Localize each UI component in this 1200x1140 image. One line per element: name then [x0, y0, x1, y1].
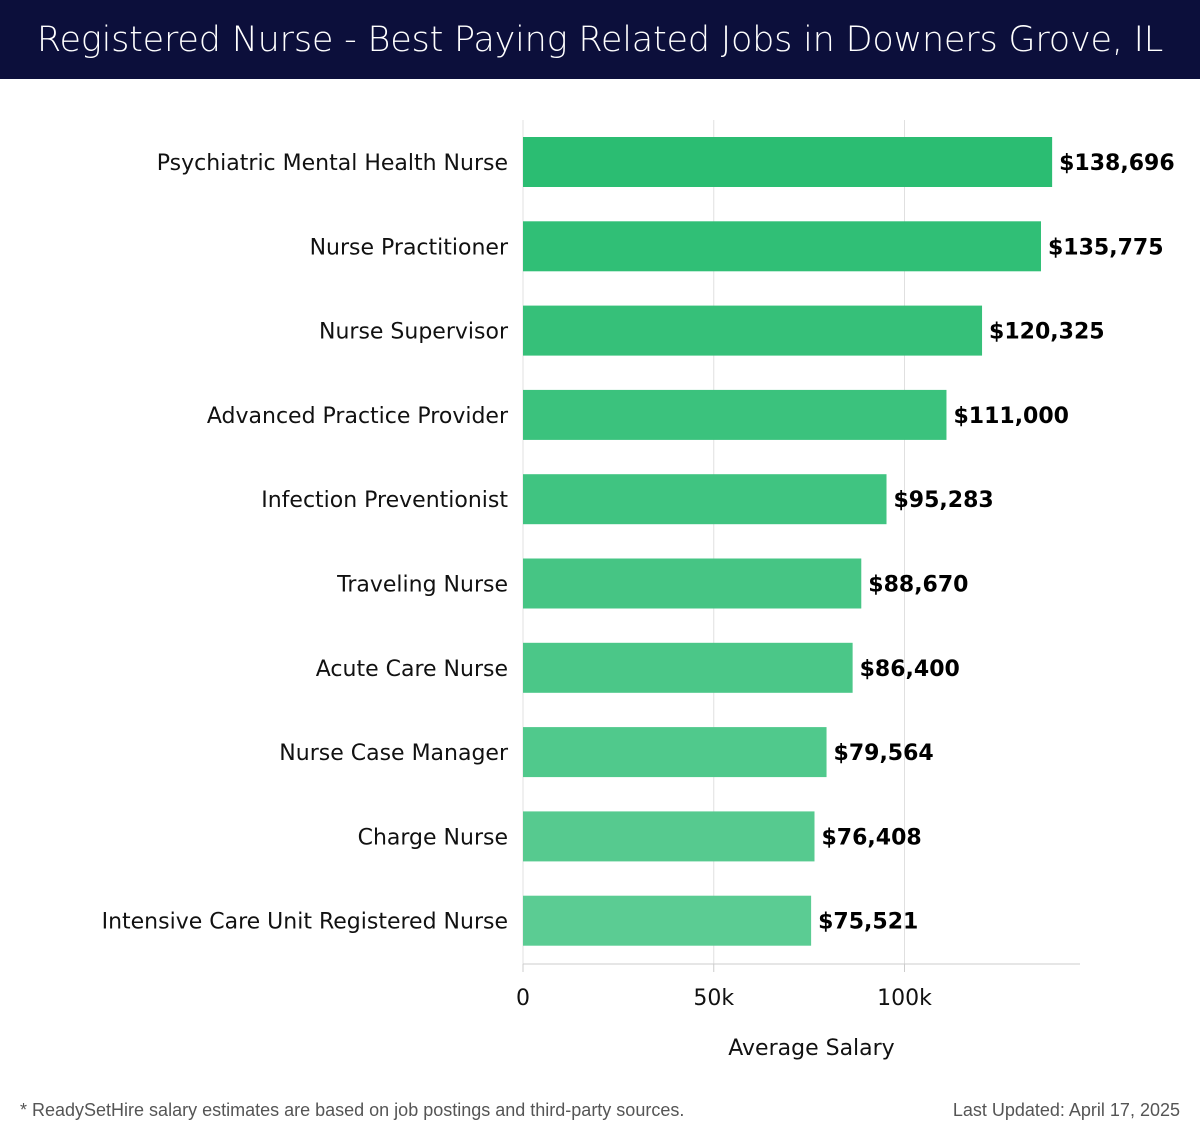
bar-1	[523, 221, 1041, 272]
value-label-3: $111,000	[953, 404, 1069, 429]
category-label-8: Charge Nurse	[358, 825, 508, 850]
category-label-0: Psychiatric Mental Health Nurse	[157, 151, 508, 176]
last-updated: Last Updated: April 17, 2025	[952, 1100, 1180, 1120]
bar-6	[523, 642, 853, 693]
bar-3	[523, 389, 947, 440]
value-label-8: $76,408	[822, 825, 922, 850]
value-label-7: $79,564	[834, 741, 934, 766]
bar-9	[523, 895, 812, 946]
value-labels: $138,696 $135,775 $120,325 $111,000 $95,283 $…	[818, 151, 1175, 935]
bar-2	[523, 305, 983, 356]
bar-7	[523, 727, 827, 778]
value-label-5: $88,670	[868, 573, 968, 598]
category-label-5: Traveling Nurse	[336, 573, 508, 598]
bar-5	[523, 558, 862, 609]
bar-4	[523, 474, 887, 525]
x-tick-label-0: 0	[516, 986, 530, 1011]
bars	[523, 137, 1053, 946]
x-tick-label-2: 100k	[877, 986, 932, 1011]
header-bar: Registered Nurse - Best Paying Related J…	[0, 0, 1200, 79]
category-label-6: Acute Care Nurse	[316, 657, 508, 682]
category-label-4: Infection Preventionist	[261, 488, 508, 513]
value-label-4: $95,283	[894, 488, 994, 513]
chart-title: Registered Nurse - Best Paying Related J…	[36, 19, 1164, 60]
footnote: * ReadySetHire salary estimates are base…	[20, 1100, 685, 1120]
category-label-2: Nurse Supervisor	[319, 320, 509, 345]
value-label-1: $135,775	[1048, 235, 1164, 260]
category-label-1: Nurse Practitioner	[310, 235, 509, 260]
category-label-7: Nurse Case Manager	[279, 741, 509, 766]
value-label-0: $138,696	[1059, 151, 1175, 176]
value-label-9: $75,521	[818, 910, 918, 935]
value-label-6: $86,400	[860, 657, 960, 682]
category-label-3: Advanced Practice Provider	[207, 404, 509, 429]
bar-0	[523, 137, 1053, 187]
category-labels: Psychiatric Mental Health Nurse Nurse Pra…	[102, 151, 509, 935]
x-axis-title: Average Salary	[728, 1036, 894, 1061]
x-axis: 0 50k 100k Average Salary	[516, 963, 1080, 1061]
category-label-9: Intensive Care Unit Registered Nurse	[102, 910, 508, 935]
bar-8	[523, 811, 815, 862]
x-tick-label-1: 50k	[693, 986, 734, 1011]
value-label-2: $120,325	[989, 320, 1105, 345]
